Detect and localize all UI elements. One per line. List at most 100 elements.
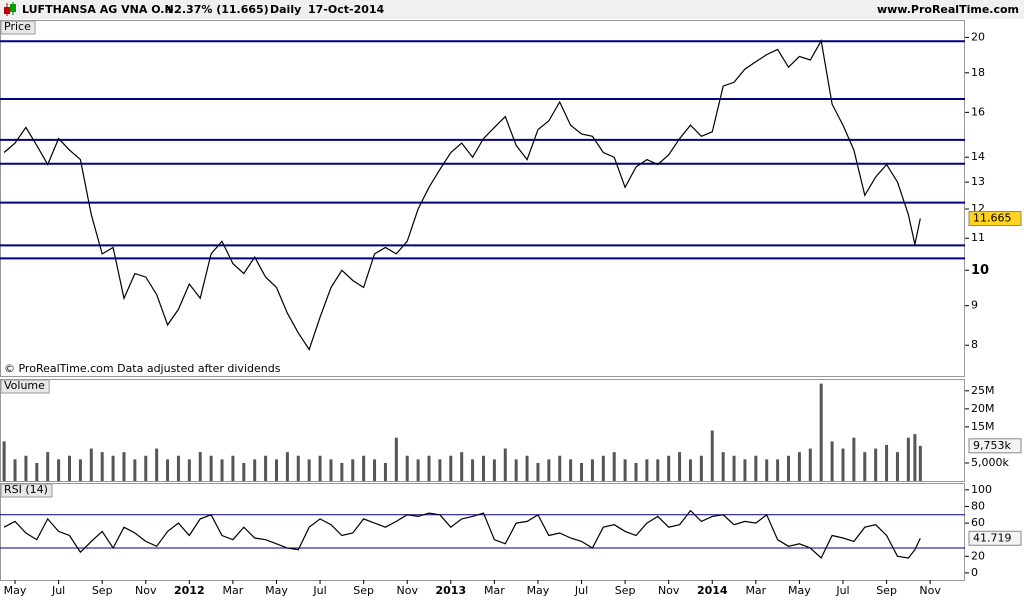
volume-bar: [492, 459, 496, 481]
y-tick-label: 16: [971, 105, 985, 118]
volume-bar: [623, 459, 627, 481]
volume-bar: [525, 455, 529, 481]
volume-bar: [351, 459, 355, 481]
last-value-box: [968, 438, 1022, 454]
volume-bar: [68, 455, 72, 481]
volume-bar: [231, 455, 235, 481]
volume-bar: [100, 452, 104, 481]
volume-bar: [35, 462, 39, 481]
volume-bar: [743, 459, 747, 481]
y-tick-label: 14: [971, 150, 985, 163]
volume-bar: [841, 448, 845, 481]
last-value-label: 9,753k: [973, 439, 1011, 452]
volume-bar: [427, 455, 431, 481]
volume-bar: [852, 437, 856, 481]
volume-bar: [242, 462, 246, 481]
volume-bar: [307, 459, 311, 481]
y-tick-label: 8: [971, 338, 978, 351]
x-tick-label: Sep: [92, 584, 113, 597]
annotation: © ProRealTime.com Data adjusted after di…: [4, 362, 281, 375]
volume-bar: [547, 459, 551, 481]
volume-bar: [656, 459, 660, 481]
volume-bar: [906, 437, 910, 481]
volume-bar: [678, 452, 682, 481]
volume-bar: [874, 448, 878, 481]
volume-bar: [699, 455, 703, 481]
header-bar: [0, 0, 1024, 19]
volume-bar: [863, 452, 867, 481]
y-tick-label: 25M: [971, 384, 995, 397]
volume-bar: [558, 455, 562, 481]
x-tick-label: May: [788, 584, 811, 597]
volume-bar: [688, 459, 692, 481]
change: +2.37% (11.665): [165, 3, 269, 16]
volume-bar: [111, 455, 115, 481]
y-tick-label: 0: [971, 566, 978, 579]
volume-bar: [710, 430, 714, 481]
x-tick-label: Nov: [135, 584, 157, 597]
volume-bar: [155, 448, 159, 481]
x-tick-label: Jul: [51, 584, 65, 597]
volume-bar: [808, 448, 812, 481]
x-tick-label: Jul: [312, 584, 326, 597]
last-value-box: [968, 530, 1022, 546]
volume-bar: [13, 459, 17, 481]
y-tick-label: 18: [971, 66, 985, 79]
volume-bar: [754, 455, 758, 481]
y-tick-label: 80: [971, 499, 985, 512]
volume-bar: [416, 459, 420, 481]
volume-bar: [57, 459, 61, 481]
volume-bar: [253, 459, 257, 481]
x-tick-label: Jul: [835, 584, 849, 597]
line: [3, 509, 921, 559]
x-tick-label: Nov: [919, 584, 941, 597]
x-tick-label: 2013: [435, 584, 466, 597]
y-tick-label: 15M: [971, 420, 995, 433]
x-tick-label: Nov: [658, 584, 680, 597]
volume-bar: [285, 452, 289, 481]
volume-bar: [514, 459, 518, 481]
period: Daily: [270, 3, 301, 16]
volume-bar: [405, 455, 409, 481]
volume-bar: [471, 459, 475, 481]
volume-bar: [765, 459, 769, 481]
volume-bar: [176, 455, 180, 481]
x-tick-label: Mar: [745, 584, 766, 597]
volume-bar: [133, 459, 137, 481]
volume-panel: [0, 379, 965, 482]
volume-bar: [819, 383, 823, 481]
x-tick-label: Jul: [574, 584, 588, 597]
volume-bar: [46, 452, 50, 481]
x-tick-label: May: [4, 584, 27, 597]
x-tick-label: Mar: [223, 584, 244, 597]
volume-bar: [830, 441, 834, 481]
last-value-box: [968, 211, 1022, 227]
volume-bar: [220, 459, 224, 481]
volume-bar: [78, 459, 82, 481]
x-tick-label: Nov: [396, 584, 418, 597]
volume-bar: [667, 455, 671, 481]
volume-bar: [89, 448, 93, 481]
volume-bar: [187, 459, 191, 481]
volume-bar: [913, 434, 917, 481]
volume-bar: [612, 452, 616, 481]
volume-bar: [2, 441, 6, 481]
volume-bar: [144, 455, 148, 481]
x-tick-label: Mar: [484, 584, 505, 597]
x-tick-label: Sep: [353, 584, 374, 597]
x-tick-label: 2012: [174, 584, 205, 597]
y-tick-label: 20: [971, 30, 985, 43]
y-tick-label: 20M: [971, 402, 995, 415]
volume-bar: [569, 459, 573, 481]
volume-bar: [645, 459, 649, 481]
y-tick-label: 9: [971, 299, 978, 312]
panel-label: Volume: [4, 379, 45, 392]
x-tick-label: 2014: [697, 584, 728, 597]
volume-bar: [460, 452, 464, 481]
volume-bar: [296, 455, 300, 481]
volume-bar: [481, 455, 485, 481]
volume-bar: [166, 459, 170, 481]
volume-bar: [318, 455, 322, 481]
volume-bar: [209, 455, 213, 481]
